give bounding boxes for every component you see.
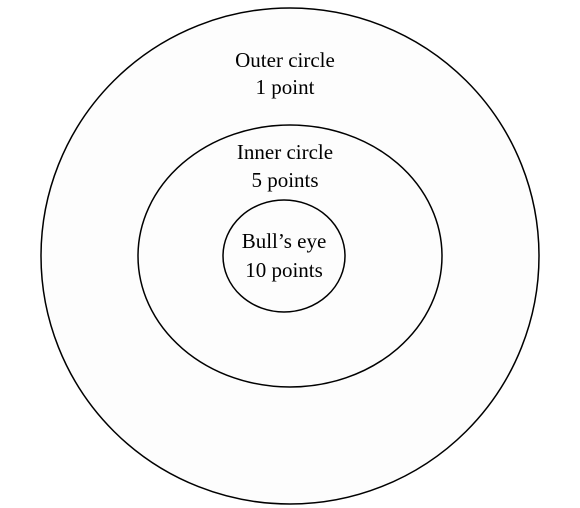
bulls-eye-name: Bull’s eye xyxy=(242,229,327,253)
outer-circle-name: Outer circle xyxy=(235,48,335,72)
bulls-eye-points: 10 points xyxy=(245,258,323,282)
bulls-eye-circle xyxy=(222,199,346,313)
outer-circle-points: 1 point xyxy=(256,75,315,99)
inner-circle-name: Inner circle xyxy=(237,140,333,164)
inner-circle-points: 5 points xyxy=(251,168,318,192)
